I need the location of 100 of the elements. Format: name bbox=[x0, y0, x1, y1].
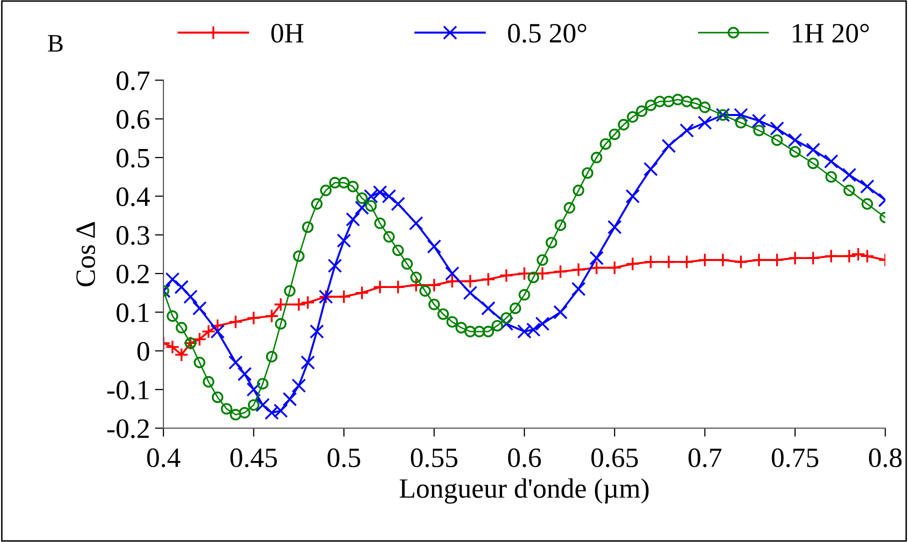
point bbox=[174, 348, 189, 362]
point bbox=[680, 123, 694, 138]
point bbox=[571, 282, 586, 296]
point bbox=[300, 355, 315, 370]
point bbox=[372, 280, 388, 294]
point bbox=[851, 247, 866, 262]
point bbox=[788, 132, 802, 148]
point bbox=[390, 196, 406, 212]
y-tick-label: 0.4 bbox=[116, 187, 150, 206]
point bbox=[292, 297, 306, 312]
point bbox=[300, 295, 315, 310]
point bbox=[228, 355, 243, 370]
point bbox=[770, 121, 784, 136]
x-tick-label: 0.75 bbox=[772, 448, 818, 468]
point bbox=[237, 366, 252, 382]
point bbox=[310, 324, 324, 339]
point bbox=[607, 220, 622, 234]
point bbox=[390, 280, 406, 294]
point bbox=[806, 142, 820, 157]
x-tick-label: 0.4 bbox=[147, 448, 180, 468]
point bbox=[824, 154, 838, 169]
point bbox=[860, 179, 874, 194]
point bbox=[842, 248, 856, 264]
point bbox=[426, 239, 442, 254]
point bbox=[842, 168, 856, 182]
y-tick-label: 0.2 bbox=[116, 264, 149, 284]
y-tick-label: 0.3 bbox=[116, 226, 150, 245]
point bbox=[625, 189, 640, 204]
point bbox=[228, 314, 243, 330]
point bbox=[589, 260, 604, 275]
y-tick-label: 0.6 bbox=[116, 110, 150, 129]
point bbox=[662, 254, 676, 270]
y-tick-label: 0.1 bbox=[116, 303, 149, 322]
point bbox=[571, 262, 586, 277]
point bbox=[806, 250, 820, 266]
point bbox=[824, 248, 838, 264]
y-tick-label: 0.5 bbox=[116, 148, 150, 168]
x-tick-label: 0.45 bbox=[230, 448, 277, 468]
point bbox=[264, 406, 279, 420]
y-axis-title: Cos Δ bbox=[76, 222, 96, 286]
point bbox=[625, 256, 640, 272]
point bbox=[499, 316, 514, 331]
text: B bbox=[48, 35, 63, 52]
point bbox=[589, 250, 604, 266]
point bbox=[292, 378, 306, 393]
point bbox=[662, 138, 676, 154]
point bbox=[192, 301, 207, 316]
point bbox=[607, 260, 622, 275]
y-tick-label: 0 bbox=[137, 342, 150, 361]
point bbox=[274, 404, 288, 418]
point bbox=[282, 392, 297, 406]
point bbox=[481, 272, 496, 286]
x-tick-label: 0.65 bbox=[591, 448, 638, 468]
point bbox=[336, 234, 352, 248]
point bbox=[481, 301, 496, 316]
legend-label: 0.5 20° bbox=[508, 24, 586, 43]
y-tick-label: 0.7 bbox=[116, 71, 150, 90]
point bbox=[463, 286, 478, 300]
point bbox=[364, 189, 378, 204]
point bbox=[408, 216, 424, 230]
point bbox=[680, 254, 694, 270]
point bbox=[445, 266, 460, 281]
point bbox=[165, 340, 180, 354]
x-tick-label: 0.8 bbox=[869, 448, 902, 468]
point bbox=[734, 108, 748, 122]
point bbox=[336, 290, 352, 304]
point bbox=[328, 258, 342, 273]
point bbox=[408, 278, 424, 292]
point bbox=[463, 274, 478, 288]
point bbox=[752, 114, 766, 128]
point bbox=[165, 272, 180, 286]
point bbox=[499, 268, 514, 283]
point bbox=[553, 305, 568, 320]
point bbox=[860, 248, 874, 264]
point bbox=[426, 278, 442, 292]
y-tick-label: -0.2 bbox=[107, 419, 149, 438]
point bbox=[354, 200, 370, 215]
x-axis-title: Longueur d'onde (µm) bbox=[400, 478, 649, 504]
point bbox=[644, 254, 658, 270]
point bbox=[372, 185, 388, 200]
point bbox=[354, 286, 370, 300]
point bbox=[644, 162, 658, 176]
x-tick-label: 0.5 bbox=[328, 448, 360, 468]
point bbox=[210, 324, 225, 339]
point bbox=[535, 316, 550, 331]
point bbox=[526, 322, 541, 337]
point bbox=[246, 382, 261, 397]
x-tick-label: 0.55 bbox=[410, 448, 458, 468]
legend-label: 0H bbox=[271, 24, 304, 43]
point bbox=[382, 189, 396, 204]
point bbox=[346, 212, 360, 227]
x-tick-label: 0.7 bbox=[688, 448, 722, 468]
point bbox=[698, 116, 712, 130]
point bbox=[246, 310, 261, 326]
point bbox=[264, 308, 279, 324]
point bbox=[734, 254, 748, 270]
x-tick-label: 0.6 bbox=[508, 448, 541, 468]
point bbox=[274, 297, 288, 312]
point bbox=[174, 280, 189, 294]
point bbox=[517, 324, 532, 339]
